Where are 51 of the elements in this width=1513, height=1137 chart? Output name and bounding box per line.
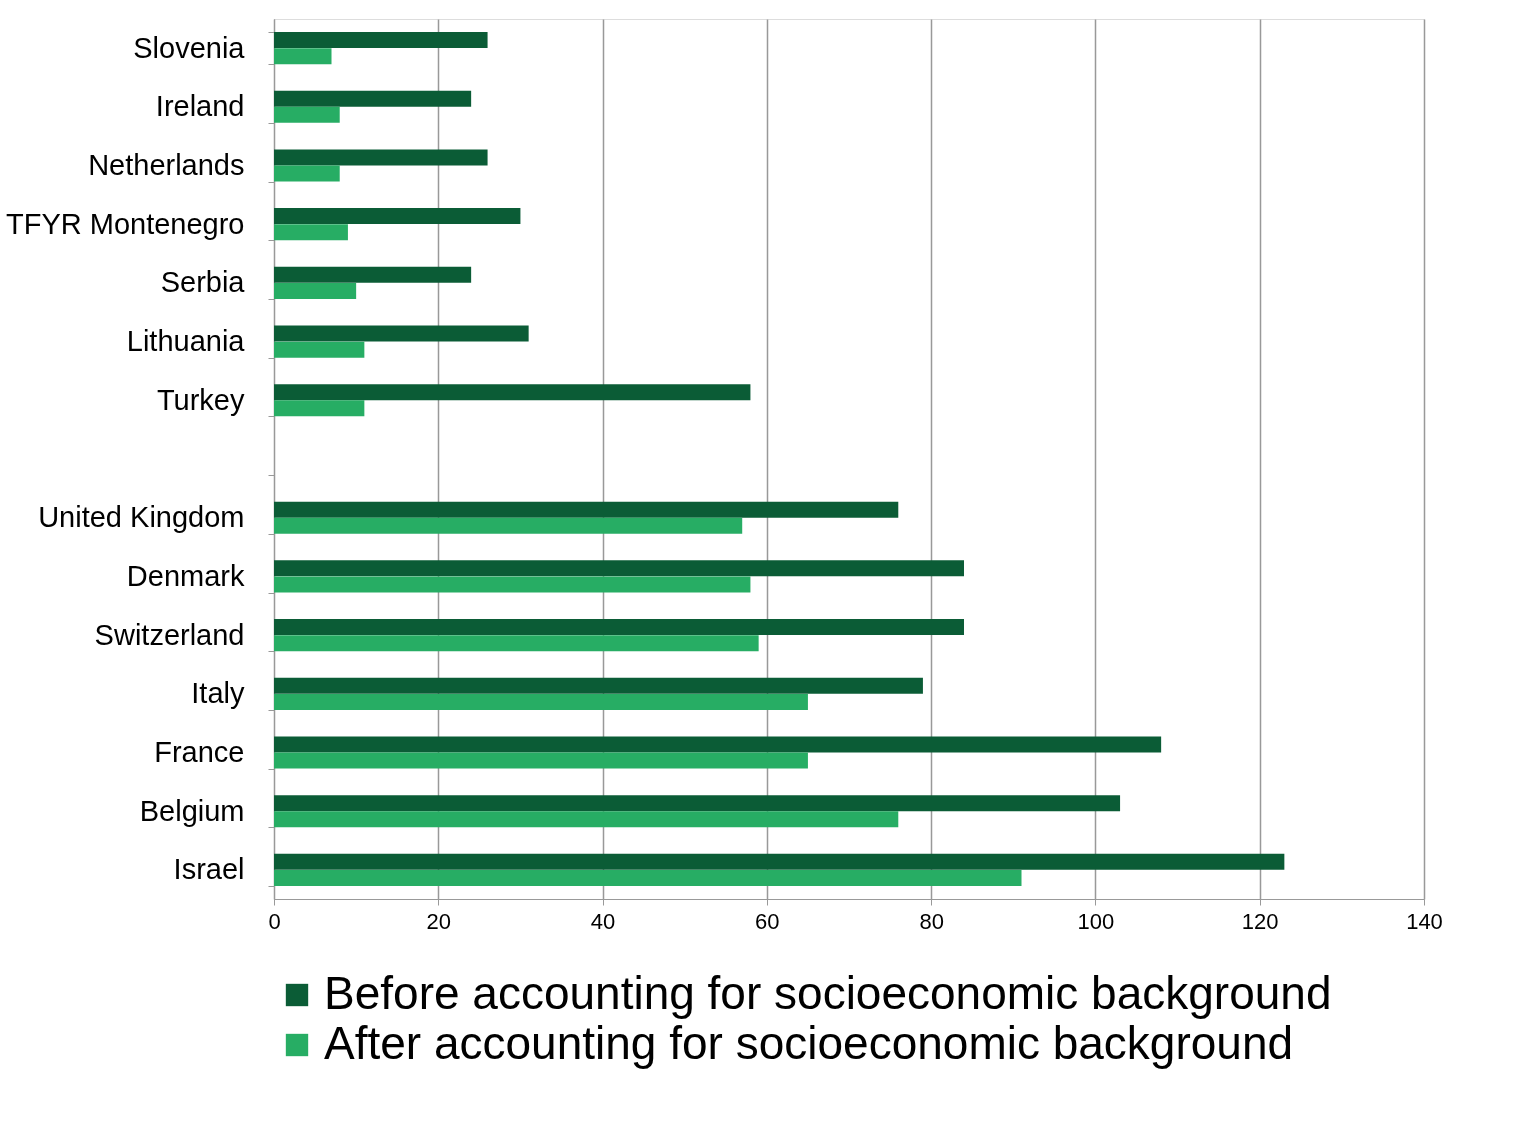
bar <box>274 266 472 283</box>
bar <box>274 400 365 417</box>
y-tick-label: Serbia <box>160 266 246 299</box>
bar <box>274 795 1121 812</box>
bar <box>274 224 348 241</box>
y-tick-label: Slovenia <box>133 31 246 64</box>
y-tick-label: Israel <box>173 853 245 886</box>
y-tick-label: Netherlands <box>88 148 245 181</box>
y-tick-label: Lithuania <box>126 325 246 358</box>
bar <box>274 576 751 593</box>
bar <box>274 106 340 123</box>
x-tick-label: 40 <box>590 908 616 934</box>
bar <box>274 149 488 166</box>
bar <box>274 282 357 299</box>
bar <box>274 736 1162 753</box>
bar <box>274 325 529 342</box>
bar <box>274 693 808 710</box>
y-tick-label: Belgium <box>139 794 245 827</box>
x-tick-label: 140 <box>1406 908 1443 934</box>
bar <box>274 384 751 401</box>
legend-label: Before accounting for socioeconomic background <box>324 967 1332 1019</box>
bar <box>274 31 488 48</box>
bar <box>274 811 899 828</box>
x-tick-label: 120 <box>1241 908 1279 934</box>
y-tick-label: France <box>154 736 245 769</box>
x-tick-label: 60 <box>755 908 780 934</box>
y-tick-label: Italy <box>191 677 245 710</box>
x-tick-label: 20 <box>426 908 452 934</box>
bar <box>274 677 923 694</box>
bar <box>274 90 472 107</box>
bar <box>274 870 1022 887</box>
y-tick-label: United Kingdom <box>38 501 245 534</box>
y-tick-label: TFYR Montenegro <box>5 207 245 240</box>
bar <box>274 853 1285 870</box>
x-tick-label: 0 <box>268 908 281 934</box>
bar <box>274 619 964 636</box>
bar <box>274 208 521 225</box>
y-tick-label: Denmark <box>126 559 245 592</box>
y-tick-label: Switzerland <box>94 618 245 651</box>
bar <box>274 341 365 358</box>
bar <box>274 635 759 652</box>
bar <box>274 165 340 182</box>
x-tick-label: 80 <box>919 908 944 934</box>
bar <box>274 560 964 577</box>
bar <box>274 48 332 65</box>
bar <box>274 752 808 769</box>
x-tick-label: 100 <box>1077 908 1115 934</box>
y-tick-label: Turkey <box>156 383 245 416</box>
y-tick-label: Ireland <box>155 90 245 123</box>
bar <box>274 501 899 518</box>
bar <box>274 517 743 534</box>
